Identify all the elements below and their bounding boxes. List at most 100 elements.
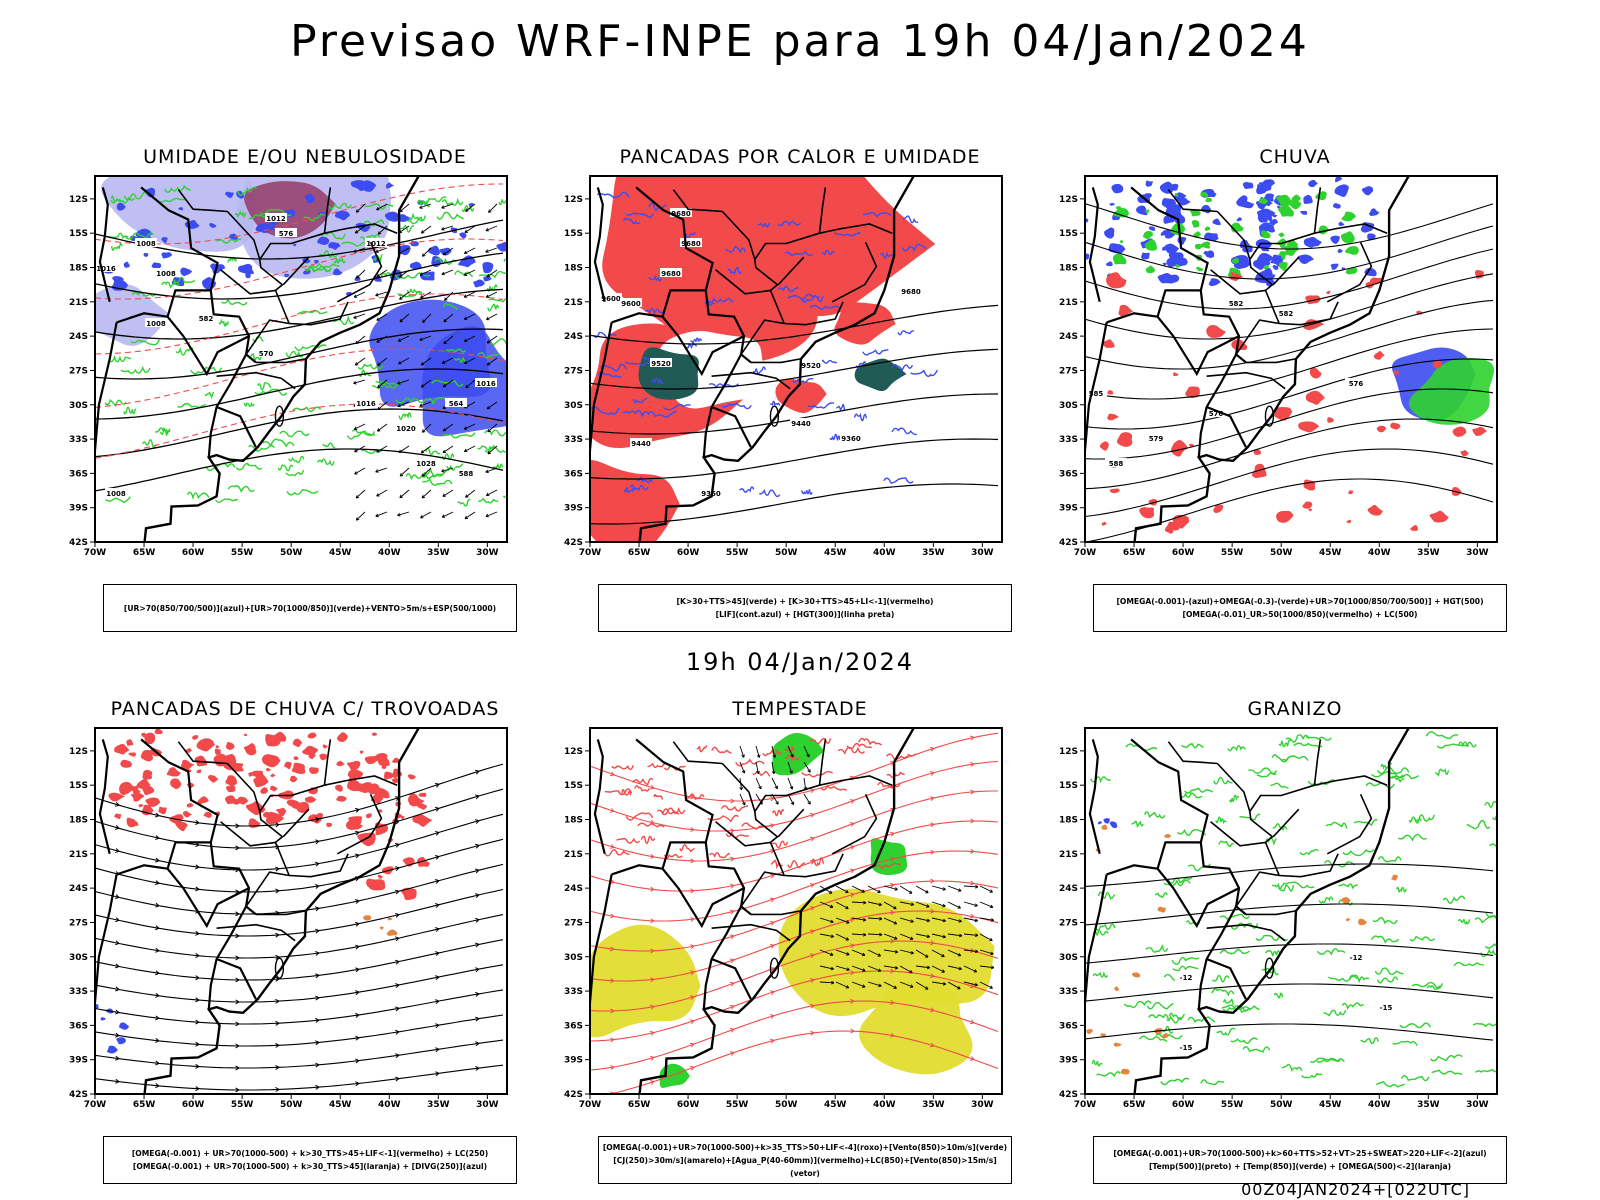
wind-vector [376,445,388,453]
thunderstorm-red-fill [371,732,378,736]
vector-arrowhead [353,315,357,319]
wind-vector-850 [883,917,897,925]
streamline [95,763,504,827]
omega-strong-fill [1174,264,1181,268]
lat-tick-label: 18S [69,816,88,826]
rain-red-fill [1367,504,1383,516]
lat-tick-label: 33S [1059,987,1078,997]
wind-vector-850 [931,949,945,957]
wind-vector-850 [787,777,793,790]
country-border [661,289,745,377]
state-border [255,358,306,364]
thunderstorm-red-fill [307,732,317,739]
vector-arrowhead [989,889,993,893]
base-layer [590,176,915,542]
contour-label-bg [105,488,127,497]
streamline-arrow [115,801,120,807]
lifted-index-contour [833,232,861,237]
contour-label: 9680 [671,210,691,218]
humidity-speckle [180,267,193,276]
state-border [1235,319,1280,355]
contour-label: 588 [1109,460,1124,468]
wind-vector [399,489,410,499]
thunderstorm-red-fill [346,760,361,771]
country-border [1088,739,1101,855]
lifted-index-contour [829,433,841,441]
lon-tick-label: 65W [133,548,156,558]
low-level-humidity-contour [161,281,180,289]
streamline-arrow [235,823,240,829]
legend-line: [OMEGA(-0.01)_UR>50(1000/850)(vermelho) … [1182,610,1418,619]
hgt500-contour [1085,203,1494,250]
wind-vector [353,247,366,253]
map-chuva[interactable]: 582 582 576 576 579 585 588 12S 15S 18S 21S 24S 27S 3… [1055,174,1535,574]
lon-tick-label: 70W [84,548,107,558]
contour-label: 576 [1209,410,1224,418]
lon-tick-label: 40W [378,1100,401,1110]
vector-arrowhead [990,918,995,922]
precipitable-water-contour [696,745,708,753]
lat-tick-label: 39S [1059,1056,1078,1066]
country-border [216,957,257,1000]
lifted-index-contour [862,211,892,218]
thunderstorm-red-fill [207,775,217,783]
vector-arrowhead [485,513,489,518]
rain-red-fill [1272,407,1293,421]
country-border [1106,864,1158,876]
streamline-arrow [315,1084,320,1090]
vector-arrowhead [942,887,946,891]
state-border [220,269,276,295]
precipitable-water-contour [679,844,695,853]
omega-strong-fill [1278,261,1288,270]
thunderstorm-red-fill [367,879,386,891]
country-border [590,322,613,456]
lon-tick-label: 65W [628,548,651,558]
humidity-speckle [473,279,485,288]
temp850-contour [1242,1046,1271,1053]
thunderstorm-red-fill [377,874,383,879]
map-granizo[interactable]: -12 -12 -15 -15 12S 15S 18S 21S 24S 27S 30S 33S 36S 3… [1055,726,1535,1126]
thunderstorm-red-fill [145,797,161,807]
lat-tick-label: 27S [564,918,583,928]
low-level-humidity-contour [487,303,500,312]
streamline-arrow [650,1004,655,1010]
thunderstorm-red-fill [158,806,167,815]
map-pancadas-calor[interactable]: 9680 9680 9680 9600 9600 9520 9440 9440 9360 9360… [560,174,1040,574]
temp850-contour [1316,1057,1345,1063]
temp500-contour [1085,943,1494,964]
contour-label-bg [445,398,467,407]
streamline-arrow [475,942,480,948]
lon-tick-label: 35W [427,548,450,558]
precipitable-water-contour [801,770,834,778]
contour-label: 1016 [476,380,496,388]
omega-weak-fill [1307,195,1312,199]
low-level-humidity-contour [248,444,275,452]
vector-arrowhead [861,952,866,957]
omega-strong-fill [1170,222,1186,236]
country-border [166,289,250,377]
lon-tick-label: 50W [1270,548,1293,558]
contour-label: -12 [1350,954,1363,962]
precipitable-water-contour [820,784,848,791]
contour-label-bg [1225,298,1247,307]
lat-tick-label: 36S [69,1021,88,1031]
state-border [1279,301,1339,326]
omega-weak-fill [1168,274,1180,283]
streamline-arrow [475,1041,480,1047]
rain-red-fill [1376,425,1386,433]
low-level-humidity-contour [307,266,332,273]
temp850-contour [1184,787,1214,794]
streamline-arrow [690,888,695,894]
thunderstorm-red-fill [114,744,130,755]
country-border [710,904,752,960]
wind-vector-850 [835,885,849,893]
map-umidade[interactable]: 1008 1008 1012 1016 1012 1016 1016 1020 1008 1028… [65,174,545,574]
map-pancadas-trovoadas[interactable]: 12S 15S 18S 21S 24S 27S 30S 33S 36S 39S 42S 70W 65W 6… [65,726,545,1126]
lat-tick-label: 21S [564,850,583,860]
map-tempestade[interactable]: 12S 15S 18S 21S 24S 27S 30S 33S 36S 39S 42S 70W 65W 6… [560,726,1040,1126]
streamline-850 [590,732,999,802]
lat-tick-label: 21S [1059,298,1078,308]
omega-weak-fill [1111,183,1124,194]
temp850-contour [1229,794,1240,803]
temp850-contour [1265,950,1281,957]
